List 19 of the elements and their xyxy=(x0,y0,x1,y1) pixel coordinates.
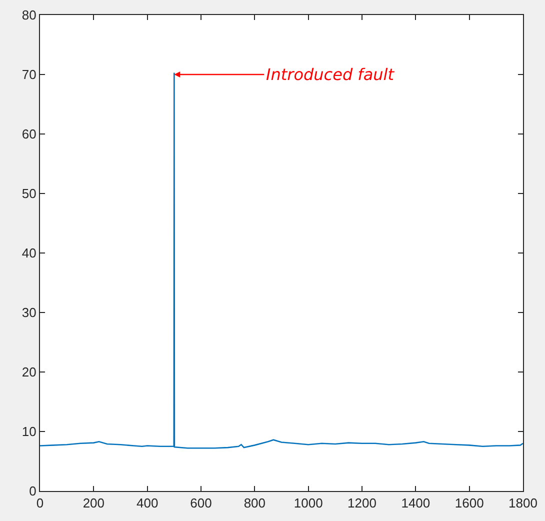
y-tick-label: 20 xyxy=(22,364,36,380)
x-tick-label: 600 xyxy=(190,496,212,511)
x-tick-label: 1600 xyxy=(454,496,484,511)
y-tick-label: 30 xyxy=(22,305,36,320)
x-tick-label: 400 xyxy=(136,496,158,511)
x-tick-label: 1000 xyxy=(294,496,323,511)
x-tick-label: 1200 xyxy=(348,496,376,511)
x-tick-label: 1800 xyxy=(508,496,538,511)
y-tick-label: 0 xyxy=(29,484,36,499)
x-tick-label: 1400 xyxy=(401,496,430,511)
y-tick-label: 70 xyxy=(22,67,36,82)
y-tick-label: 10 xyxy=(22,424,36,440)
annotation: Introduced fault xyxy=(266,65,395,84)
y-tick-label: 40 xyxy=(22,246,36,261)
x-tick-label: 800 xyxy=(244,496,266,511)
y-tick-label: 80 xyxy=(22,8,36,23)
x-tick-label: 200 xyxy=(82,496,105,511)
y-tick-label: 50 xyxy=(22,186,36,202)
y-tick-label: 60 xyxy=(22,126,36,142)
